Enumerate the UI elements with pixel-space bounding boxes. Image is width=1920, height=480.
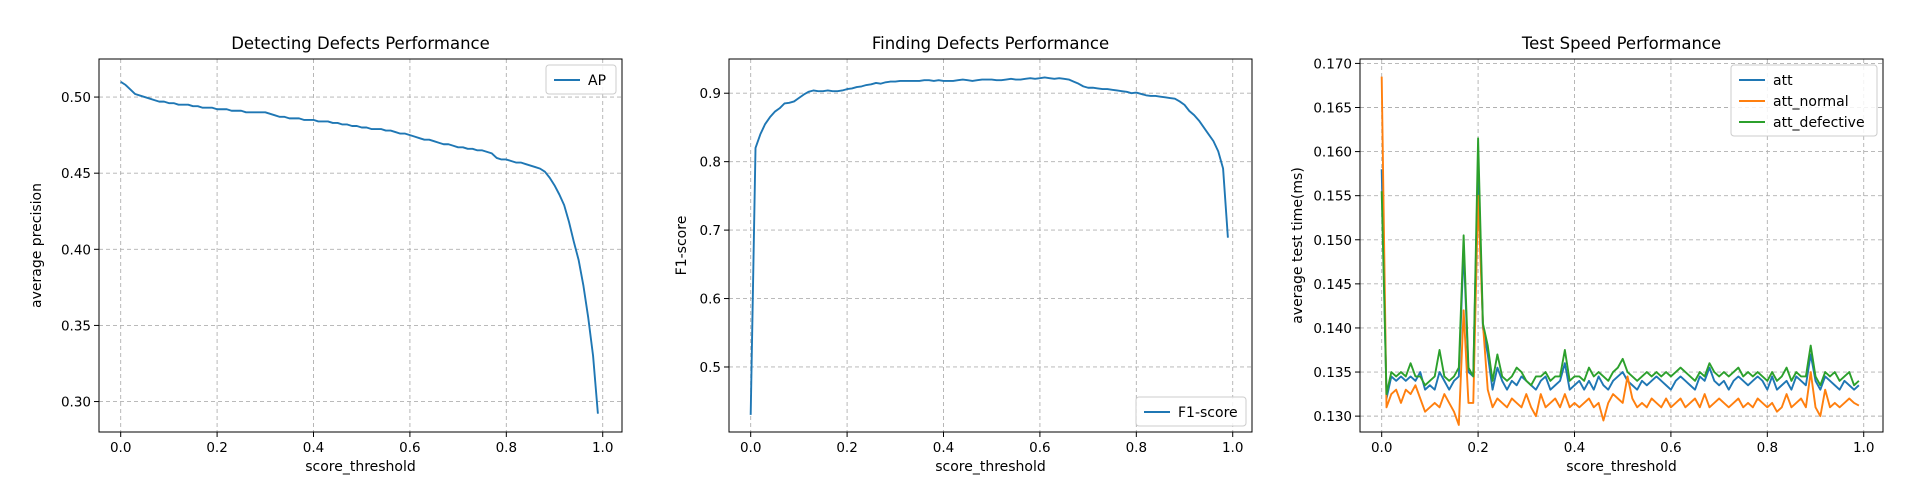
y-tick-label: 0.9 [700, 86, 721, 102]
x-tick-label: 0.8 [496, 440, 517, 456]
x-tick-label: 0.6 [1660, 440, 1681, 456]
x-tick-label: 0.0 [110, 440, 131, 456]
y-tick-label: 0.165 [1313, 100, 1352, 116]
series-line-att_normal [1380, 76, 1860, 426]
x-tick-label: 1.0 [1222, 440, 1243, 456]
chart-finding-defects: 0.0 0.2 0.4 0.6 0.8 1.0 0.5 0.6 0.7 0.8 0.9 Finding… [674, 34, 1253, 475]
series-line-AP [120, 81, 599, 414]
y-tick-label: 0.6 [700, 292, 721, 308]
chart-test-speed: 0.0 0.2 0.4 0.6 0.8 1.0 0.130 0.135 0.140 0.145 0.… [1290, 34, 1884, 475]
y-tick-label: 0.50 [61, 90, 91, 106]
y-tick-label: 0.170 [1313, 56, 1352, 72]
x-tick-label: 0.8 [1126, 440, 1147, 456]
x-tick-label: 0.0 [740, 440, 761, 456]
x-tick-label: 1.0 [592, 440, 613, 456]
y-tick-label: 0.140 [1313, 321, 1352, 337]
x-tick-label: 0.4 [1564, 440, 1585, 456]
series-line-att_defective [1380, 137, 1860, 396]
x-tick-label: 0.4 [303, 440, 324, 456]
x-tick-label: 1.0 [1853, 440, 1874, 456]
y-tick-label: 0.35 [61, 318, 91, 334]
x-axis-label: score_threshold [935, 459, 1046, 475]
x-tick-label: 0.4 [933, 440, 954, 456]
y-tick-label: 0.45 [61, 166, 91, 182]
x-tick-label: 0.2 [836, 440, 857, 456]
legend-box [1730, 64, 1878, 137]
legend-label: att_normal [1773, 94, 1849, 110]
plot-frame [728, 58, 1253, 433]
plot-frame [98, 58, 623, 433]
legend-label: AP [588, 73, 606, 89]
legend-box [1135, 396, 1247, 427]
chart-title: Test Speed Performance [1521, 34, 1721, 53]
legend-box [545, 64, 617, 95]
legend-label: att [1773, 73, 1793, 89]
chart-title: Finding Defects Performance [872, 34, 1109, 53]
legend: att att_normal att_defective [1730, 64, 1878, 137]
y-tick-label: 0.155 [1313, 189, 1352, 205]
x-tick-label: 0.6 [399, 440, 420, 456]
y-tick-label: 0.7 [700, 223, 721, 239]
y-tick-label: 0.130 [1313, 409, 1352, 425]
y-axis-label: F1-score [674, 216, 690, 276]
y-tick-label: 0.160 [1313, 145, 1352, 161]
y-tick-label: 0.5 [700, 360, 721, 376]
series-line-F1-score [749, 76, 1229, 415]
legend: AP [545, 64, 617, 95]
y-tick-label: 0.135 [1313, 365, 1352, 381]
y-axis-label: average precision [29, 183, 45, 308]
x-tick-label: 0.6 [1029, 440, 1050, 456]
x-axis-label: score_threshold [1566, 459, 1677, 475]
legend-label: att_defective [1773, 115, 1865, 131]
x-tick-label: 0.2 [206, 440, 227, 456]
y-tick-label: 0.150 [1313, 233, 1352, 249]
y-tick-label: 0.8 [700, 155, 721, 171]
legend: F1-score [1135, 396, 1247, 427]
y-tick-label: 0.40 [61, 242, 91, 258]
x-tick-label: 0.2 [1467, 440, 1488, 456]
y-tick-label: 0.30 [61, 395, 91, 411]
x-tick-label: 0.8 [1757, 440, 1778, 456]
chart-detecting-defects: 0.0 0.2 0.4 0.6 0.8 1.0 0.30 0.35 0.40 0.45 0.50 De… [29, 34, 623, 475]
x-axis-label: score_threshold [305, 459, 416, 475]
x-tick-label: 0.0 [1371, 440, 1392, 456]
legend-label: F1-score [1178, 405, 1238, 421]
y-tick-label: 0.145 [1313, 277, 1352, 293]
plot-frame [1359, 58, 1884, 433]
chart-title: Detecting Defects Performance [231, 34, 490, 53]
y-axis-label: average test time(ms) [1290, 167, 1306, 324]
